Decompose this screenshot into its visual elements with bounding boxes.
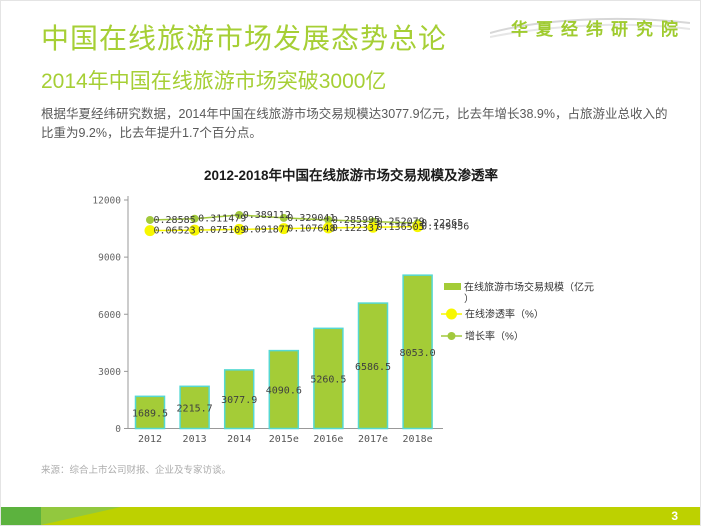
x-tick-label: 2012	[138, 434, 162, 445]
body-text: 根据华夏经纬研究数据，2014年中国在线旅游市场交易规模达3077.9亿元，比去…	[41, 107, 668, 141]
bar-value-label: 2215.7	[177, 403, 213, 414]
y-tick-label: 9000	[98, 253, 121, 264]
x-tick-label: 2016e	[313, 434, 343, 445]
legend-label: 在线渗透率（%）	[465, 308, 544, 321]
bar-value-label: 5260.5	[310, 374, 346, 385]
line-value-label: 0.28585	[154, 215, 196, 226]
line-marker	[146, 215, 154, 224]
line-value-label: 0.22265	[421, 218, 463, 229]
source-text: 来源：综合上市公司财报、企业及专家访谈。	[41, 465, 232, 476]
page-subtitle: 2014年中国在线旅游市场突破3000亿	[41, 70, 387, 93]
line-value-label: 0.285995	[332, 215, 380, 226]
x-tick-label: 2017e	[358, 434, 388, 445]
footer-accent-left	[1, 507, 41, 525]
line-marker	[233, 223, 245, 235]
line-value-label: 0.136505	[377, 222, 425, 233]
line-marker	[367, 221, 379, 233]
line-marker	[235, 210, 244, 219]
logo-swoosh-icon	[490, 17, 690, 38]
line-value-label: 0.149456	[421, 222, 469, 233]
page-title: 中国在线旅游市场发展态势总论	[41, 23, 448, 54]
bar-2013	[179, 385, 210, 430]
legend-label: 增长率（%）	[465, 330, 524, 343]
bar-2018e	[402, 274, 433, 430]
legend-marker	[447, 332, 456, 340]
legend-swatch-bar	[444, 283, 461, 290]
chart-title: 2012-2018年中国在线旅游市场交易规模及渗透率	[203, 168, 499, 183]
line-marker	[189, 224, 201, 236]
line-value-label: 0.311479	[198, 214, 246, 225]
legend-label: 在线旅游市场交易规模（亿元	[464, 281, 594, 294]
x-tick-label: 2018e	[403, 434, 433, 445]
line-value-label: 0.107648	[287, 224, 335, 235]
logo-text: 华夏经纬研究院	[511, 20, 686, 39]
y-tick-label: 0	[115, 424, 121, 435]
line-marker	[412, 221, 424, 233]
line-marker	[279, 213, 288, 222]
bar-value-label: 3077.9	[221, 395, 257, 406]
chart: 0 3000 6000 9000 12000 1689.5 2012 2215.7 2013 30…	[92, 196, 594, 446]
bar-2016e	[313, 327, 344, 430]
legend-label: ）	[464, 293, 474, 305]
y-tick-label: 12000	[92, 196, 121, 207]
bar-2017e	[357, 302, 389, 430]
line-value-label: 0.122337	[332, 223, 380, 234]
legend-marker	[446, 308, 457, 320]
line-value-label: 0.075109	[198, 225, 246, 236]
bar-2014	[223, 369, 255, 430]
line-value-label: 0.389112	[243, 210, 291, 221]
footer-accent-triangle	[41, 507, 121, 525]
line-marker	[324, 215, 333, 224]
x-tick-label: 2013	[183, 434, 207, 445]
page-number: 3	[671, 509, 678, 523]
line-value-label: 0.06523	[154, 226, 196, 237]
line-value-label: 0.252079	[377, 217, 425, 228]
line-value-label: 0.329041	[287, 213, 335, 224]
logo: 华夏经纬研究院	[490, 9, 690, 43]
line-marker	[322, 222, 334, 234]
line-marker	[278, 223, 290, 235]
bar-value-label: 6586.5	[355, 362, 391, 373]
footer-bar: 3	[1, 507, 700, 525]
y-tick-label: 3000	[98, 367, 121, 378]
line-value-label: 0.091877	[243, 224, 291, 235]
y-tick-label: 6000	[98, 310, 121, 321]
bar-value-label: 1689.5	[132, 408, 168, 419]
bar-2015e	[268, 349, 300, 430]
bar-value-label: 8053.0	[400, 348, 436, 359]
x-tick-label: 2014	[227, 434, 251, 445]
line-marker	[190, 214, 199, 223]
bar-2012	[134, 395, 166, 430]
line-marker	[144, 225, 156, 237]
bar-value-label: 4090.6	[266, 386, 302, 397]
x-tick-label: 2015e	[269, 434, 299, 445]
